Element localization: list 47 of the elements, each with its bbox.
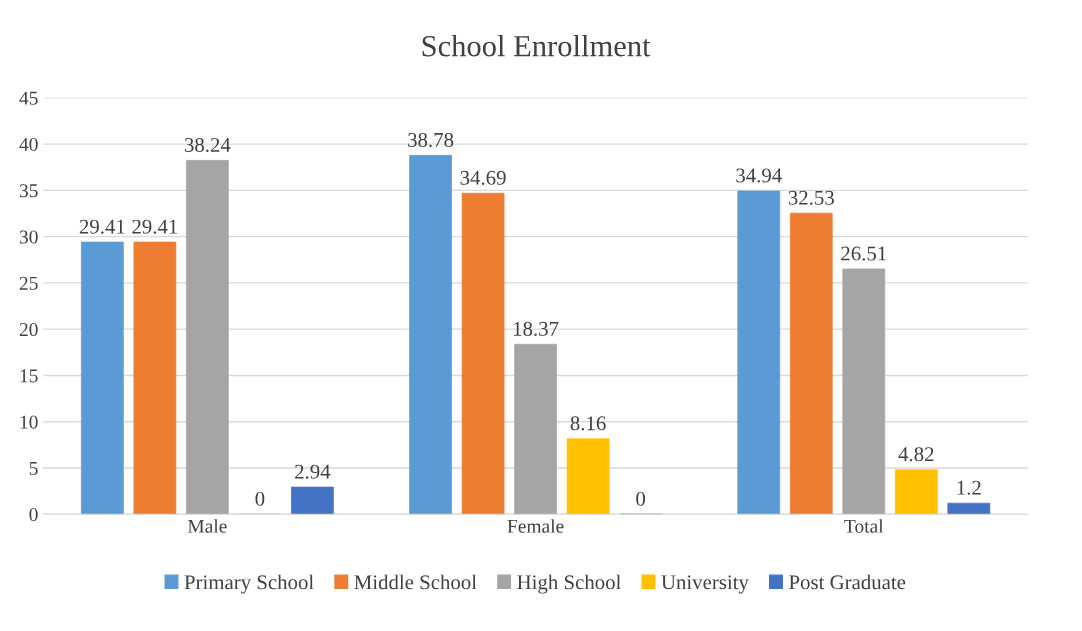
bar (291, 486, 334, 515)
legend-label: Middle School (354, 574, 477, 590)
bar (514, 343, 557, 515)
data-label: 29.41 (132, 219, 178, 234)
bar (461, 192, 505, 515)
bar (186, 160, 229, 515)
y-tick-label: 35 (19, 184, 38, 198)
data-label: 32.53 (788, 190, 834, 205)
y-tick-label: 25 (19, 276, 38, 290)
bar (789, 212, 833, 515)
y-tick-label: 40 (19, 137, 38, 152)
y-tick-label: 45 (19, 91, 38, 105)
data-label: 0 (255, 491, 265, 506)
bar (409, 155, 452, 515)
y-tick-label: 15 (20, 369, 38, 383)
chart-title: School Enrollment (422, 34, 651, 57)
bar (133, 241, 177, 515)
y-tick-label: 5 (29, 462, 38, 475)
data-label: 8.16 (570, 416, 606, 431)
legend-label: University (661, 575, 749, 594)
x-tick-label: Total (844, 519, 884, 533)
data-label: 38.24 (184, 137, 231, 153)
data-label: 34.94 (736, 168, 782, 183)
bar (894, 469, 938, 515)
data-label: 26.51 (841, 246, 886, 261)
legend-label: Primary School (184, 574, 314, 594)
data-label: 2.94 (295, 464, 331, 479)
data-label: 38.78 (408, 132, 454, 148)
bar (566, 438, 610, 515)
bar (737, 190, 781, 515)
y-tick-label: 10 (20, 415, 38, 429)
data-label: 18.37 (513, 321, 559, 336)
x-tick-label: Male (187, 519, 227, 533)
bar (81, 241, 124, 515)
legend-label: High School (517, 574, 621, 594)
data-label: 0 (636, 491, 646, 506)
data-label: 29.41 (79, 219, 125, 234)
data-label: 1.2 (957, 480, 981, 495)
data-label: 34.69 (460, 170, 506, 185)
y-tick-label: 30 (19, 230, 38, 244)
y-tick-label: 20 (19, 322, 38, 337)
legend-label: Post Graduate (789, 574, 906, 590)
x-tick-label: Female (507, 519, 564, 533)
y-tick-label: 0 (29, 508, 38, 522)
data-label: 4.82 (898, 447, 934, 462)
bar (842, 268, 886, 515)
bar (947, 502, 991, 515)
